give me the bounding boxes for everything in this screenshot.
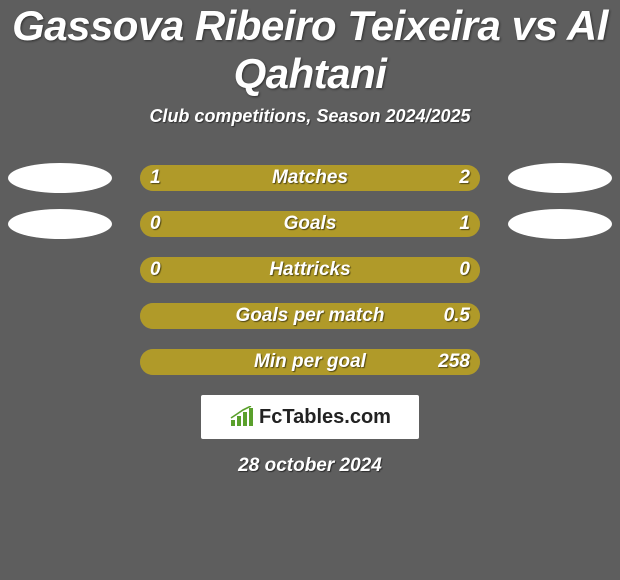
stat-label: Min per goal xyxy=(140,351,480,373)
stat-row: 12Matches xyxy=(0,155,620,201)
stat-row: 01Goals xyxy=(0,201,620,247)
bar-chart-icon xyxy=(229,406,255,428)
player-avatar-right xyxy=(508,163,612,193)
player-avatar-right xyxy=(508,209,612,239)
player-avatar-left xyxy=(8,209,112,239)
footer-logo-text: FcTables.com xyxy=(259,406,391,429)
player-avatar-left xyxy=(8,163,112,193)
stat-row: 0.5Goals per match xyxy=(0,293,620,339)
stat-label: Goals per match xyxy=(140,305,480,327)
stat-label: Hattricks xyxy=(140,259,480,281)
page-title: Gassova Ribeiro Teixeira vs Al Qahtani xyxy=(0,2,620,98)
comparison-infographic: Gassova Ribeiro Teixeira vs Al Qahtani C… xyxy=(0,0,620,580)
subtitle: Club competitions, Season 2024/2025 xyxy=(0,106,620,127)
footer-date: 28 october 2024 xyxy=(0,455,620,477)
stat-row: 00Hattricks xyxy=(0,247,620,293)
stat-rows-container: 12Matches01Goals00Hattricks0.5Goals per … xyxy=(0,155,620,385)
stat-label: Matches xyxy=(140,167,480,189)
footer-logo: FcTables.com xyxy=(201,395,419,439)
stat-row: 258Min per goal xyxy=(0,339,620,385)
stat-label: Goals xyxy=(140,213,480,235)
